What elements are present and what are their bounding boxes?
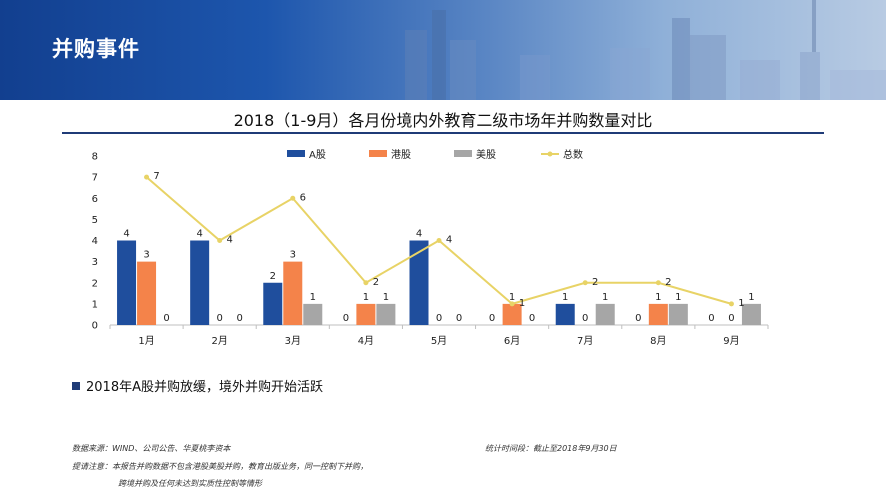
y-tick-label: 3 (92, 257, 98, 268)
bar-A股 (555, 303, 575, 325)
total-data-label: 2 (592, 277, 598, 288)
bar-data-label: 1 (562, 292, 568, 303)
y-tick-label: 2 (92, 278, 98, 289)
bar-data-label: 0 (529, 313, 535, 324)
x-tick-label: 6月 (504, 335, 520, 347)
x-tick-label: 5月 (431, 335, 447, 347)
bar-A股 (263, 282, 283, 325)
bar-美股 (595, 303, 615, 325)
total-data-label: 2 (665, 277, 671, 288)
bar-港股 (502, 303, 522, 325)
summary-note: 2018年A股并购放缓，境外并购开始活跃 (72, 376, 323, 395)
bar-data-label: 3 (290, 250, 296, 261)
total-series-point (582, 280, 588, 286)
legend-label: 总数 (563, 148, 583, 161)
bar-港股 (137, 261, 157, 325)
bar-data-label: 0 (456, 313, 462, 324)
x-tick-label: 1月 (138, 335, 154, 347)
total-data-label: 4 (226, 235, 232, 246)
y-tick-label: 4 (92, 236, 98, 247)
total-series-point (728, 301, 734, 307)
bar-data-label: 1 (602, 292, 608, 303)
bar-A股 (117, 240, 137, 325)
x-tick-label: 3月 (285, 335, 301, 347)
total-data-label: 7 (153, 171, 159, 182)
city-skyline-image (405, 0, 886, 100)
legend-swatch (369, 150, 387, 157)
bullet-square-icon (72, 382, 80, 390)
bar-data-label: 1 (310, 292, 316, 303)
legend-swatch (454, 150, 472, 157)
bar-港股 (648, 303, 668, 325)
bar-美股 (741, 303, 761, 325)
header-banner: 并购事件 (0, 0, 886, 100)
chart-title: 2018（1-9月）各月份境内外教育二级市场年并购数量对比 (233, 111, 653, 130)
bar-data-label: 2 (270, 271, 276, 282)
bar-data-label: 0 (728, 313, 734, 324)
bar-data-label: 0 (708, 313, 714, 324)
bar-A股 (409, 240, 429, 325)
bar-data-label: 1 (509, 292, 515, 303)
bar-data-label: 1 (383, 292, 389, 303)
total-series-point (655, 280, 661, 286)
x-tick-label: 8月 (650, 335, 666, 347)
legend-swatch (287, 150, 305, 157)
title-divider (62, 132, 824, 134)
bar-data-label: 1 (748, 292, 754, 303)
bar-data-label: 0 (216, 313, 222, 324)
legend-label: A股 (309, 149, 326, 161)
bar-data-label: 4 (196, 229, 202, 240)
x-tick-label: 4月 (358, 335, 374, 347)
y-tick-label: 5 (92, 215, 98, 226)
bar-港股 (283, 261, 303, 325)
banner-title: 并购事件 (52, 37, 140, 61)
legend-label: 美股 (476, 148, 496, 161)
bar-data-label: 0 (635, 313, 641, 324)
footer-source: 数据来源：WIND、公司公告、华夏桃李资本 (72, 444, 231, 453)
y-tick-label: 6 (92, 194, 98, 205)
total-data-label: 6 (300, 192, 306, 203)
bar-data-label: 0 (582, 313, 588, 324)
bar-data-label: 0 (236, 313, 242, 324)
total-series-point (217, 238, 223, 243)
bar-data-label: 0 (163, 313, 169, 324)
bar-data-label: 3 (143, 250, 149, 261)
bar-data-label: 1 (675, 292, 681, 303)
footer-period: 统计时间段：截止至2018年9月30日 (485, 444, 617, 453)
total-data-label: 2 (373, 277, 379, 288)
summary-note-text: 2018年A股并购放缓，境外并购开始活跃 (86, 380, 323, 395)
bar-data-label: 0 (436, 313, 442, 324)
total-series-point (290, 195, 296, 201)
y-tick-label: 0 (92, 321, 98, 332)
x-tick-label: 9月 (723, 335, 739, 347)
footer-remark-1: 提请注意：本报告并购数据不包含港股美股并购，教育出版业务，同一控制下并购， (72, 462, 368, 471)
bar-A股 (190, 240, 210, 325)
x-tick-label: 2月 (211, 335, 227, 347)
bar-data-label: 0 (343, 313, 349, 324)
total-series-point (363, 280, 369, 286)
total-data-label: 4 (446, 235, 452, 246)
bar-美股 (668, 303, 688, 325)
footer-remark-2: 跨境并购及任何未达到实质性控制等情形 (118, 479, 262, 488)
bar-data-label: 4 (123, 229, 129, 240)
legend-swatch-marker (547, 151, 553, 157)
bar-美股 (303, 303, 323, 325)
total-series-point (144, 174, 150, 180)
bar-data-label: 0 (489, 313, 495, 324)
total-series-point (436, 238, 442, 243)
total-data-label: 1 (738, 298, 744, 309)
bar-美股 (376, 303, 396, 325)
bar-data-label: 1 (363, 292, 369, 303)
x-tick-label: 7月 (577, 335, 593, 347)
bar-港股 (356, 303, 376, 325)
bar-data-label: 4 (416, 229, 422, 240)
legend-label: 港股 (391, 149, 411, 161)
y-tick-label: 1 (92, 299, 98, 310)
y-tick-label: 7 (92, 173, 98, 184)
total-data-label: 1 (519, 298, 525, 309)
bar-data-label: 1 (655, 292, 661, 303)
y-tick-label: 8 (92, 152, 98, 163)
total-series-point (509, 301, 515, 307)
